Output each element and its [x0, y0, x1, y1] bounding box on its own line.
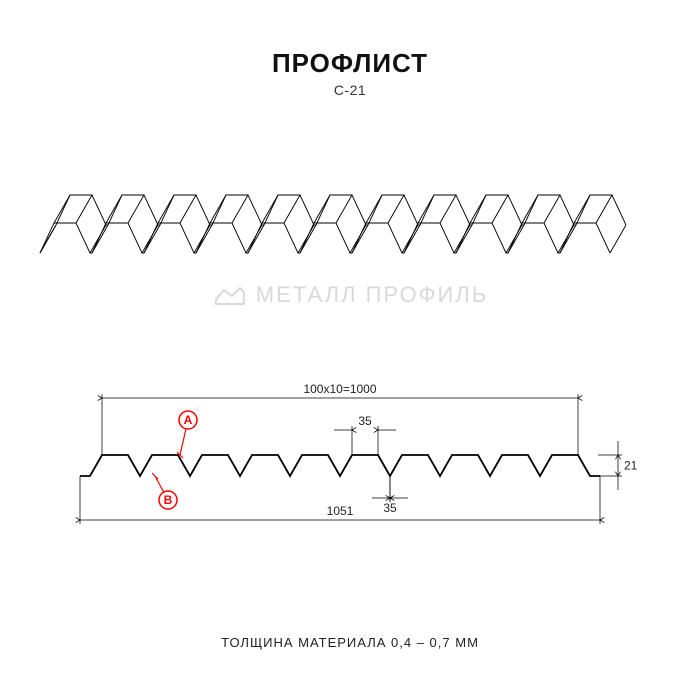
svg-text:B: B — [164, 493, 173, 507]
footer-text: ТОЛЩИНА МАТЕРИАЛА 0,4 – 0,7 ММ — [0, 635, 700, 650]
svg-text:1051: 1051 — [327, 504, 354, 518]
isometric-svg — [30, 155, 670, 295]
svg-text:21: 21 — [624, 459, 638, 473]
watermark: МЕТАЛЛ ПРОФИЛЬ — [212, 280, 488, 310]
svg-text:100x10=1000: 100x10=1000 — [303, 382, 376, 396]
subtitle: С-21 — [0, 82, 700, 98]
title: ПРОФЛИСТ — [0, 48, 700, 79]
section-svg: 100x10=1000 1051 35 35 21 A B — [30, 370, 670, 540]
watermark-text: МЕТАЛЛ ПРОФИЛЬ — [256, 282, 488, 308]
svg-text:35: 35 — [358, 414, 372, 428]
isometric-view — [30, 155, 670, 295]
section-view: 100x10=1000 1051 35 35 21 A B — [30, 370, 670, 540]
svg-text:35: 35 — [383, 501, 397, 515]
svg-text:A: A — [184, 413, 193, 427]
page: ПРОФЛИСТ С-21 МЕТАЛЛ ПРОФИЛЬ 100x10=1000… — [0, 0, 700, 700]
watermark-logo-icon — [212, 280, 248, 310]
